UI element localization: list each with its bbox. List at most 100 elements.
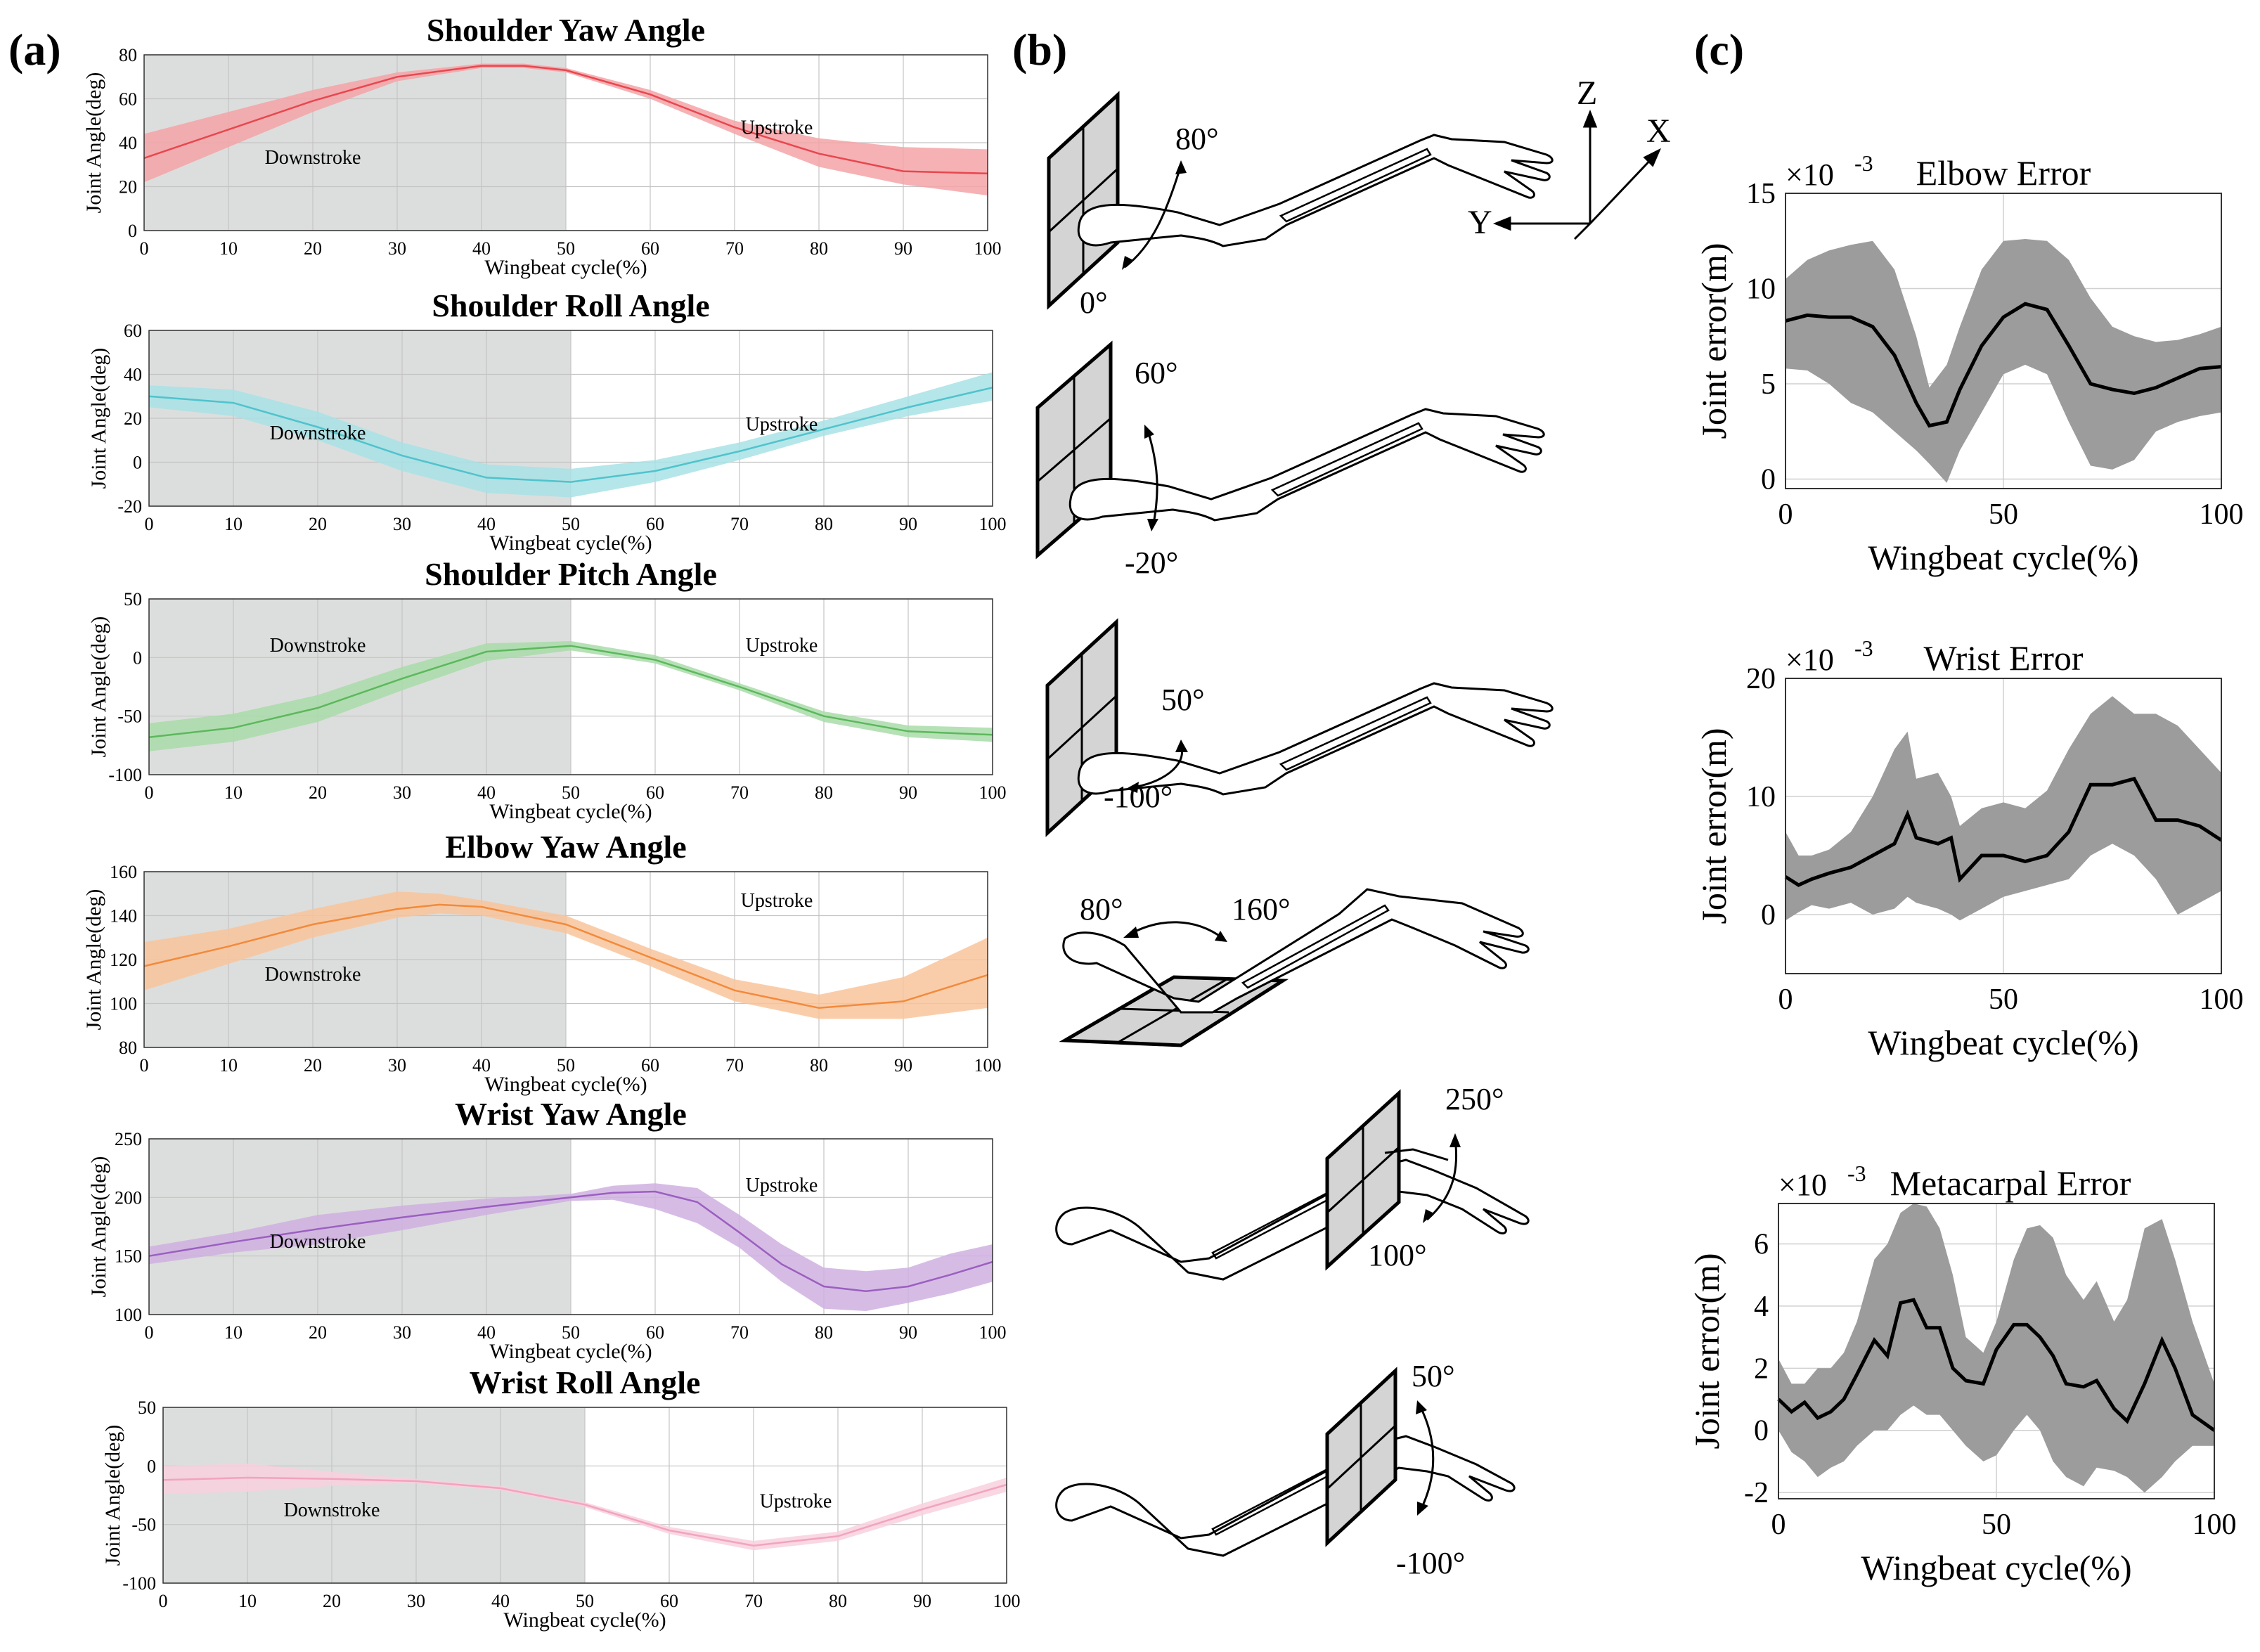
y-tick-4: 80 [119,45,137,65]
x-tick-6: 60 [646,1322,664,1343]
x-axis-label: Wingbeat cycle(%) [503,1608,666,1632]
arm-shoulder-pitch [1045,618,1554,837]
error-band [1786,239,2221,483]
chart-shoulder-yaw: 0 10 20 30 40 50 60 70 80 90 100 0 20 40 60 80 Shoulder … [82,12,1002,279]
region-label-downstroke: Downstroke [265,147,361,169]
exponent-power: -3 [1854,635,1873,661]
x-tick-6: 60 [641,238,659,259]
x-tick-9: 90 [899,514,917,534]
x-tick-3: 30 [388,1055,406,1076]
range-min-5: 100° [1368,1238,1427,1272]
region-label-downstroke: Downstroke [270,635,366,657]
x-tick-1: 10 [224,782,243,803]
y-tick-1: 0 [133,453,142,473]
x-tick-7: 70 [725,238,744,259]
x-tick-7: 70 [744,1591,763,1611]
y-tick-4: 60 [124,321,142,341]
region-label-upstroke: Upstroke [746,1175,818,1196]
x-tick-5: 50 [562,514,580,534]
x-tick-1: 10 [224,1322,243,1343]
y-tick-3: 250 [115,1129,142,1149]
region-label-downstroke: Downstroke [265,964,361,986]
x-tick-7: 70 [725,1055,744,1076]
mean-error-line [1784,776,2223,887]
x-tick-2: 20 [304,1055,322,1076]
x-tick-4: 40 [491,1591,510,1611]
region-label-downstroke: Downstroke [284,1499,380,1521]
plot-frame [143,871,988,1048]
mean-line [148,645,993,738]
x-tick-8: 80 [829,1591,847,1611]
y-axis-label: Joint Angle(deg) [87,1156,110,1298]
x-tick-5: 50 [562,1322,580,1343]
mean-line [148,387,993,483]
y-axis-label: Joint Angle(deg) [101,1425,124,1566]
x-tick-1: 10 [238,1591,257,1611]
x-tick-0: 0 [145,1322,154,1343]
range-max-6: 50° [1412,1359,1455,1393]
x-tick-4: 40 [477,1322,496,1343]
y-tick-1: 10 [1746,781,1776,813]
x-axis-label: Wingbeat cycle(%) [489,531,652,555]
x-tick-3: 30 [393,1322,411,1343]
x-tick-6: 60 [646,514,664,534]
mean-line [148,1190,993,1292]
chart-title: Shoulder Yaw Angle [427,12,705,48]
y-tick-2: 0 [133,647,142,668]
x-axis-label: Wingbeat cycle(%) [1868,538,2138,577]
x-tick-0: 0 [145,782,154,803]
mean-line [143,903,988,1009]
x-tick-0: 0 [140,1055,149,1076]
arm-elbow-yaw [1059,888,1530,1047]
x-tick-7: 70 [730,514,749,534]
range-max-4: 160° [1232,892,1291,927]
exponent-label: ×10 [1786,157,1834,192]
mean-error-line [1777,1298,2216,1432]
arm-wrist-roll [1055,1367,1516,1557]
chart-title: Shoulder Pitch Angle [425,556,717,592]
y-tick-2: 0 [147,1456,156,1476]
std-band [144,63,988,195]
plot-frame [143,54,988,231]
y-tick-0: 80 [119,1038,137,1058]
region-label-upstroke: Upstroke [760,1491,832,1513]
x-tick-2: 20 [304,238,322,259]
x-tick-1: 10 [219,238,238,259]
x-tick-2: 100 [2193,1509,2237,1541]
chart-wrist-yaw: 0 10 20 30 40 50 60 70 80 90 100 100 150 200 250 Wrist … [87,1096,1007,1363]
y-tick-2: 2 [1754,1353,1769,1385]
region-label-upstroke: Upstroke [741,890,813,912]
range-min-4: 80° [1080,892,1123,927]
x-tick-0: 0 [159,1591,168,1611]
x-tick-9: 90 [899,782,917,803]
y-axis-label: Joint Angle(deg) [87,348,110,489]
y-tick-2: 120 [110,950,137,970]
plot-frame [148,1138,993,1315]
x-tick-9: 90 [913,1591,931,1611]
y-tick-4: 6 [1754,1228,1769,1260]
y-tick-3: 60 [119,89,137,110]
std-band [144,891,988,1019]
plot-frame [148,330,993,507]
range-max-1: 80° [1175,122,1219,156]
chart-title: Metacarpal Error [1890,1163,2131,1203]
y-tick-1: 150 [115,1246,142,1267]
x-axis-label: Wingbeat cycle(%) [484,1073,647,1096]
x-tick-1: 10 [224,514,243,534]
x-tick-0: 0 [1778,983,1793,1016]
exponent-power: -3 [1854,150,1873,176]
coordinate-axes [1492,109,1661,240]
std-band [163,1464,1007,1551]
y-tick-0: 0 [1761,463,1776,496]
range-min-6: -100° [1396,1546,1465,1580]
region-label-upstroke: Upstroke [746,414,818,436]
x-tick-10: 100 [979,1322,1007,1343]
x-tick-10: 100 [974,238,1002,259]
y-tick-0: -2 [1744,1477,1769,1509]
range-min-1: 0° [1080,285,1108,320]
x-axis-label: Wingbeat cycle(%) [1861,1548,2131,1587]
x-axis-label: Wingbeat cycle(%) [1868,1023,2138,1062]
chart-elbow-error: 0 50 100 0 5 10 15 Wingbeat cycle(%) Joint error… [1694,150,2244,577]
x-tick-8: 80 [815,782,833,803]
